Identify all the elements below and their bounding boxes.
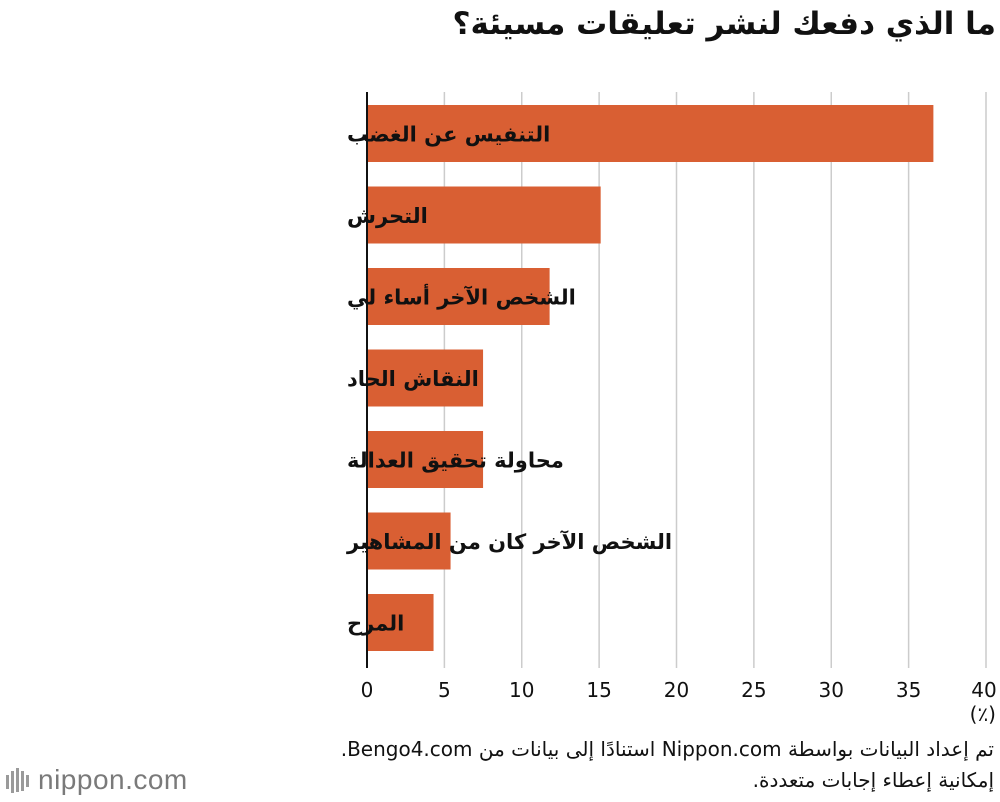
x-tick-label: 5 [438,678,451,702]
bar [367,105,934,162]
chart-title: ما الذي دفعك لنشر تعليقات مسيئة؟ [452,6,996,42]
category-labels: التنفيس عن الغضب التحرش الشخص الآخر أساء ل… [346,123,672,636]
category-label: التنفيس عن الغضب [347,123,550,147]
category-label: المرح [347,612,404,636]
x-tick-label: 35 [896,678,921,702]
bar-chart: التنفيس عن الغضب التحرش الشخص الآخر أساء ل… [346,92,997,726]
x-axis-unit: (٪) [970,702,996,726]
category-label: التحرش [347,204,428,228]
footnotes: تم إعداد البيانات بواسطة Nippon.com استن… [234,734,994,796]
category-label: النقاش الحاد [347,367,479,391]
nippon-bars-icon [6,768,29,793]
grid-lines [443,92,987,668]
x-axis-ticks: 0 5 10 15 20 25 30 35 40 [361,678,997,702]
x-tick-label: 40 [971,678,996,702]
bar [367,349,484,407]
bar [367,186,601,244]
bars [367,105,934,651]
category-label: الشخص الآخر كان من المشاهير [346,530,672,554]
source-note: تم إعداد البيانات بواسطة Nippon.com استن… [340,737,994,761]
x-tick-label: 15 [586,678,611,702]
x-tick-label: 0 [361,678,374,702]
logo-text: nippon.com [38,764,188,795]
x-tick-label: 25 [741,678,766,702]
bar [367,431,484,488]
bar [367,512,451,570]
category-label: الشخص الآخر أساء لي [347,283,576,310]
x-tick-label: 30 [819,678,844,702]
multiple-answers-note: إمكانية إعطاء إجابات متعددة. [752,768,994,792]
bar [367,268,550,325]
nippon-logo: nippon.com [6,762,188,798]
x-tick-label: 10 [509,678,534,702]
x-tick-label: 20 [664,678,689,702]
category-label: محاولة تحقيق العدالة [347,449,564,473]
bar [367,594,434,651]
